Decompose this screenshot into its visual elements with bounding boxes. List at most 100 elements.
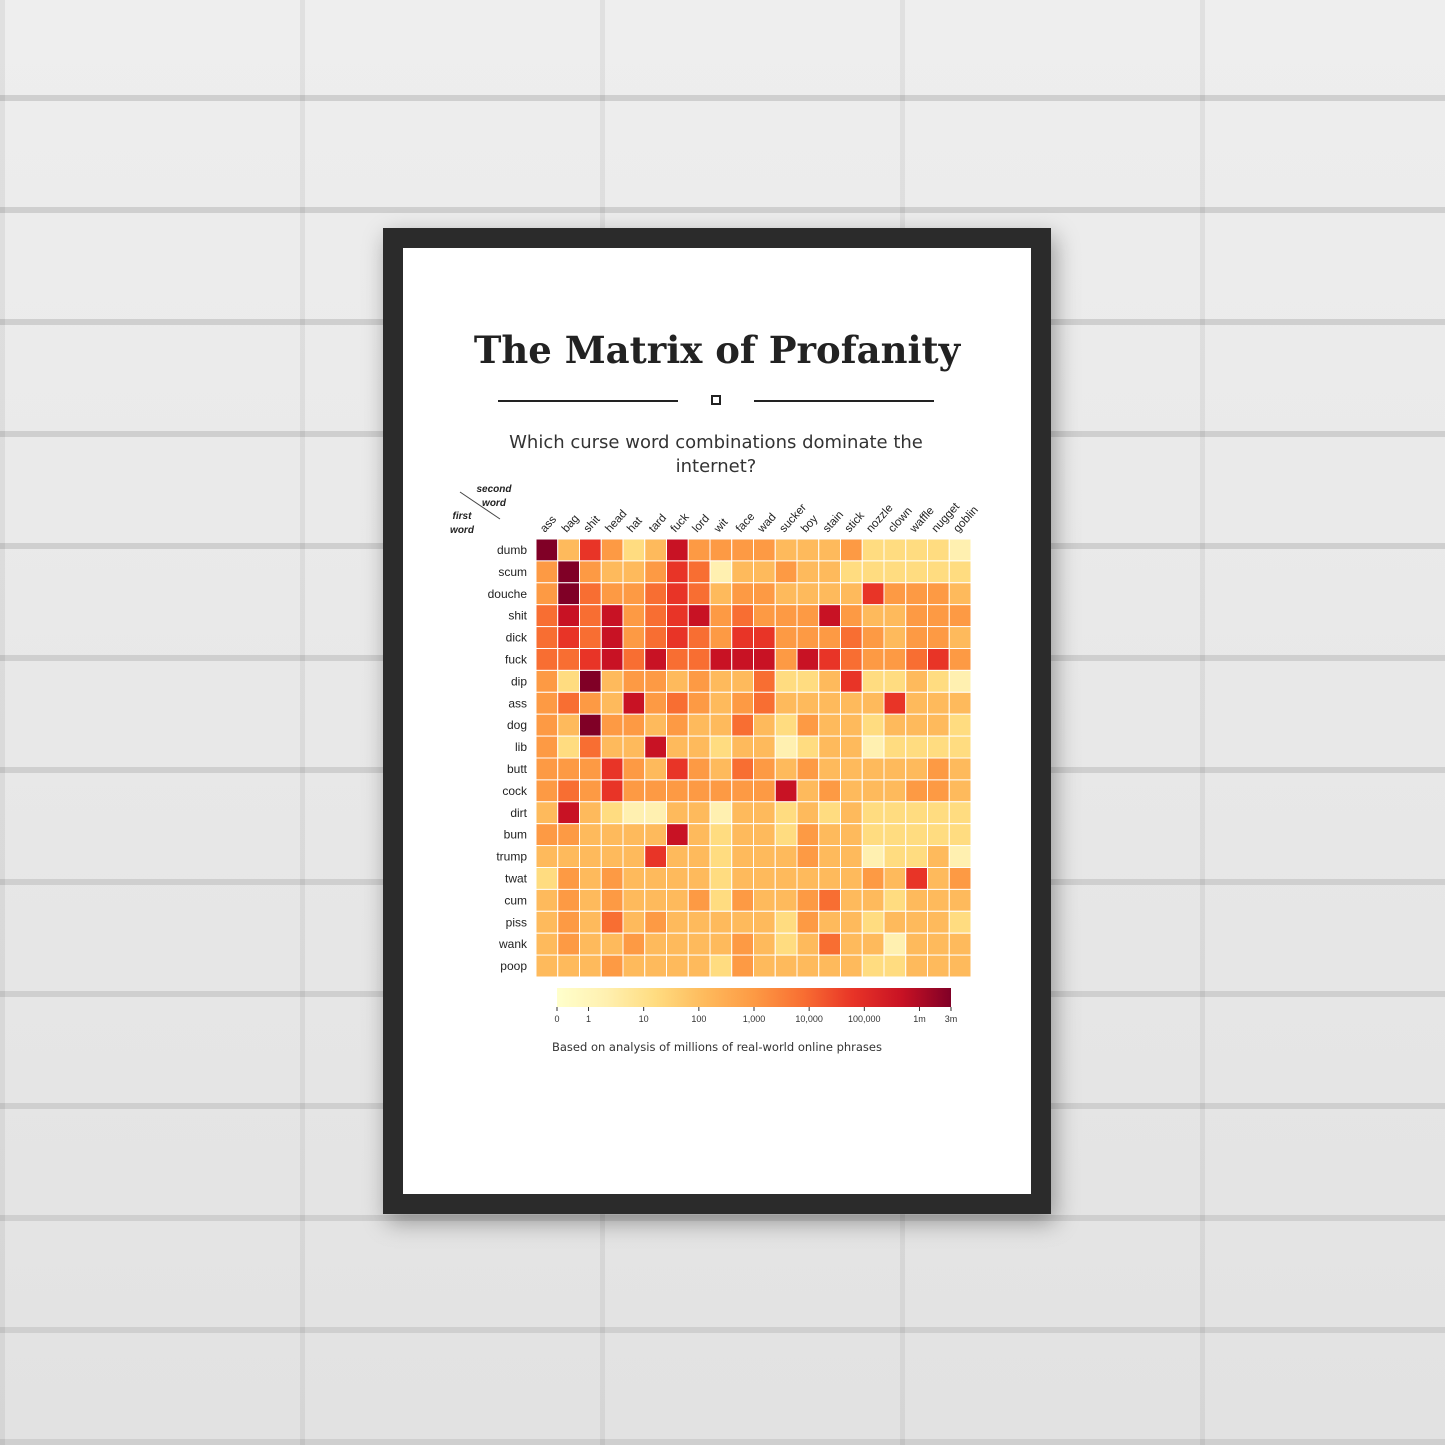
cell-fuck-boy xyxy=(796,648,820,671)
cell-dick-stick xyxy=(840,626,863,650)
cell-poop-fuck xyxy=(666,954,689,978)
cell-dumb-boy xyxy=(796,538,820,562)
cell-cock-waffle xyxy=(905,779,928,803)
cell-piss-bag xyxy=(557,910,580,934)
cell-trump-face xyxy=(731,845,754,868)
cell-bum-goblin xyxy=(948,823,972,847)
cell-poop-lord xyxy=(687,954,711,978)
cell-ass-nozzle xyxy=(861,691,885,715)
cell-ass-stain xyxy=(818,691,841,715)
cell-fuck-nugget xyxy=(927,648,950,671)
cell-shit-nugget xyxy=(927,604,950,628)
cell-lib-sucker xyxy=(774,735,798,759)
cell-dog-wad xyxy=(753,713,776,737)
cell-wank-sucker xyxy=(774,932,798,956)
row-label-dumb: dumb xyxy=(497,543,527,557)
cell-piss-waffle xyxy=(905,910,928,934)
cell-wank-shit xyxy=(579,932,602,956)
cell-butt-sucker xyxy=(774,757,798,781)
cell-butt-hat xyxy=(622,757,646,781)
cell-lib-head xyxy=(600,735,624,759)
cell-scum-boy xyxy=(796,560,820,584)
cell-twat-nozzle xyxy=(861,867,885,890)
cell-piss-head xyxy=(600,910,624,934)
cell-bum-ass xyxy=(535,823,559,847)
cell-dip-sucker xyxy=(774,669,798,693)
cell-dog-nozzle xyxy=(861,713,885,737)
cell-lib-stain xyxy=(818,735,841,759)
col-label-lord: lord xyxy=(690,513,712,535)
cell-poop-head xyxy=(600,954,624,978)
cell-butt-face xyxy=(731,757,754,781)
colorbar: 0 1 10 100 1,000 10,000 100,000 1m 3m xyxy=(554,988,957,1024)
cell-bum-nugget xyxy=(927,823,950,847)
cell-cum-goblin xyxy=(948,888,972,912)
cell-butt-waffle xyxy=(905,757,928,781)
cell-bum-stick xyxy=(840,823,863,847)
cell-twat-lord xyxy=(687,867,711,890)
cell-poop-wad xyxy=(753,954,776,978)
cell-poop-boy xyxy=(796,954,820,978)
cell-dog-clown xyxy=(883,713,907,737)
cell-wank-goblin xyxy=(948,932,972,956)
row-label-dip: dip xyxy=(511,674,527,688)
cell-dumb-fuck xyxy=(666,538,689,562)
cell-dip-bag xyxy=(557,669,580,693)
cell-piss-tard xyxy=(644,910,667,934)
cell-shit-wad xyxy=(753,604,776,628)
cell-lib-waffle xyxy=(905,735,928,759)
cell-fuck-stain xyxy=(818,648,841,671)
cell-lib-hat xyxy=(622,735,646,759)
cell-wank-tard xyxy=(644,932,667,956)
cell-trump-shit xyxy=(579,845,602,868)
cell-dog-shit xyxy=(579,713,602,737)
poster-title: The Matrix of Profanity xyxy=(473,328,961,372)
cell-cock-goblin xyxy=(948,779,972,803)
cell-trump-stick xyxy=(840,845,863,868)
cell-butt-fuck xyxy=(666,757,689,781)
cell-dick-nozzle xyxy=(861,626,885,650)
row-label-dick: dick xyxy=(506,631,528,645)
cell-butt-ass xyxy=(535,757,559,781)
cell-butt-clown xyxy=(883,757,907,781)
cell-piss-wit xyxy=(709,910,733,934)
row-label-ass: ass xyxy=(508,696,527,710)
cell-ass-goblin xyxy=(948,691,972,715)
cell-butt-boy xyxy=(796,757,820,781)
colorbar-tick-label: 10,000 xyxy=(795,1014,823,1024)
cell-butt-goblin xyxy=(948,757,972,781)
cell-douche-ass xyxy=(535,582,559,606)
cell-poop-ass xyxy=(535,954,559,978)
cell-shit-boy xyxy=(796,604,820,628)
cell-dumb-nugget xyxy=(927,538,950,562)
cell-cum-bag xyxy=(557,888,580,912)
cell-trump-sucker xyxy=(774,845,798,868)
cell-dirt-stain xyxy=(818,801,841,825)
col-label-stick: stick xyxy=(843,510,867,535)
cell-dirt-nozzle xyxy=(861,801,885,825)
cell-bum-stain xyxy=(818,823,841,847)
cell-twat-sucker xyxy=(774,867,798,890)
cell-dirt-sucker xyxy=(774,801,798,825)
col-label-hat: hat xyxy=(625,514,645,535)
cell-dog-waffle xyxy=(905,713,928,737)
heatmap-chart: second word first word ass bag shit headhat… xyxy=(450,484,981,1024)
cell-cock-ass xyxy=(535,779,559,803)
cell-cum-nugget xyxy=(927,888,950,912)
col-label-wit: wit xyxy=(712,516,732,536)
cell-dip-goblin xyxy=(948,669,972,693)
cell-twat-nugget xyxy=(927,867,950,890)
cell-cum-sucker xyxy=(774,888,798,912)
cell-ass-wit xyxy=(709,691,733,715)
cell-dirt-ass xyxy=(535,801,559,825)
cell-twat-face xyxy=(731,867,754,890)
colorbar-tick-label: 3m xyxy=(945,1014,958,1024)
cell-scum-wit xyxy=(709,560,733,584)
cell-dog-ass xyxy=(535,713,559,737)
cell-bum-shit xyxy=(579,823,602,847)
col-label-fuck: fuck xyxy=(669,511,692,535)
cell-cock-sucker xyxy=(774,779,798,803)
cell-wank-wad xyxy=(753,932,776,956)
cell-cock-nozzle xyxy=(861,779,885,803)
cell-dick-ass xyxy=(535,626,559,650)
